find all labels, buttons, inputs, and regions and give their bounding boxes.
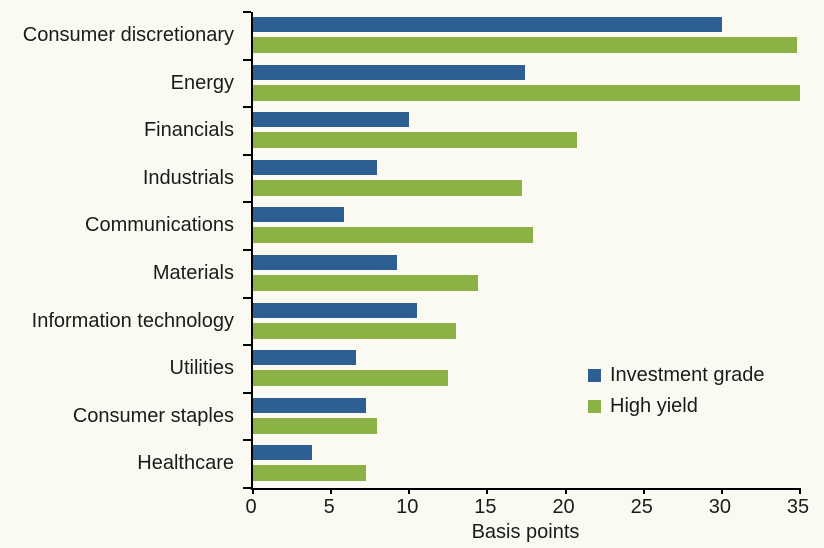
- x-axis-tick-label: 35: [786, 496, 810, 518]
- bar-investment-grade: [253, 302, 418, 318]
- plot-area: [243, 11, 801, 494]
- bar-investment-grade: [253, 159, 377, 175]
- x-axis-tick: [408, 488, 411, 494]
- category-label: Information technology: [31, 309, 234, 332]
- bar-investment-grade: [253, 255, 397, 270]
- x-axis-tick-label: 30: [708, 496, 731, 518]
- bar-investment-grade: [253, 445, 313, 461]
- bar-high-yield: [253, 37, 797, 53]
- category-label: Consumer discretionary: [22, 24, 234, 46]
- bar-investment-grade: [253, 64, 525, 80]
- bar-high-yield: [253, 322, 457, 339]
- bar-high-yield: [253, 417, 377, 434]
- bar-high-yield: [253, 465, 366, 482]
- bar-investment-grade: [253, 17, 722, 32]
- y-axis-tick: [243, 201, 251, 204]
- y-axis-tick: [243, 249, 251, 251]
- bar-high-yield: [253, 132, 577, 149]
- y-axis-tick: [243, 11, 251, 13]
- y-axis-tick: [243, 344, 251, 347]
- bar-investment-grade: [253, 350, 357, 366]
- bar-high-yield: [253, 275, 479, 291]
- y-axis-tick: [243, 106, 251, 109]
- x-axis-tick-label: 10: [396, 496, 419, 518]
- category-label: Financials: [143, 119, 234, 142]
- bar-high-yield: [253, 179, 522, 196]
- y-axis-tick: [243, 153, 251, 156]
- x-axis-tick-label: 0: [245, 496, 257, 518]
- legend-item: Investment grade: [588, 360, 765, 391]
- legend-swatch-icon: [588, 369, 601, 382]
- y-axis-tick: [243, 58, 251, 61]
- category-label: Industrials: [142, 166, 234, 189]
- x-axis-tick: [564, 488, 567, 494]
- category-label: Healthcare: [137, 452, 234, 475]
- y-axis-tick: [243, 439, 251, 442]
- y-axis-tick: [243, 391, 251, 394]
- y-axis-tick: [243, 487, 251, 489]
- bar-investment-grade: [253, 207, 344, 223]
- category-label: Materials: [152, 262, 234, 284]
- y-axis-tick: [243, 296, 251, 299]
- bar-high-yield: [253, 84, 800, 101]
- x-axis-title: Basis points: [471, 521, 580, 543]
- x-axis-tick: [642, 488, 645, 494]
- legend-item: High yield: [588, 391, 765, 422]
- bar-high-yield: [253, 370, 449, 387]
- legend-label: Investment grade: [610, 364, 765, 386]
- x-axis-tick: [330, 488, 333, 494]
- bar-investment-grade: [253, 397, 366, 413]
- x-axis-tick-label: 15: [474, 496, 497, 518]
- x-axis-tick-label: 20: [552, 496, 575, 518]
- category-label: Consumer staples: [72, 404, 234, 427]
- bar-investment-grade: [253, 112, 410, 128]
- x-axis-tick-label: 5: [323, 496, 335, 518]
- legend: Investment grade High yield: [588, 360, 765, 422]
- category-label: Utilities: [169, 357, 234, 380]
- x-axis-tick: [799, 488, 801, 494]
- bar-high-yield: [253, 227, 533, 244]
- legend-swatch-icon: [588, 400, 601, 413]
- legend-label: High yield: [610, 395, 698, 417]
- x-axis-tick: [720, 488, 723, 494]
- x-axis-tick: [252, 488, 254, 494]
- x-axis-tick-label: 25: [630, 496, 653, 518]
- category-label: Energy: [170, 71, 234, 94]
- category-label: Communications: [85, 214, 234, 237]
- x-axis-tick: [486, 488, 489, 494]
